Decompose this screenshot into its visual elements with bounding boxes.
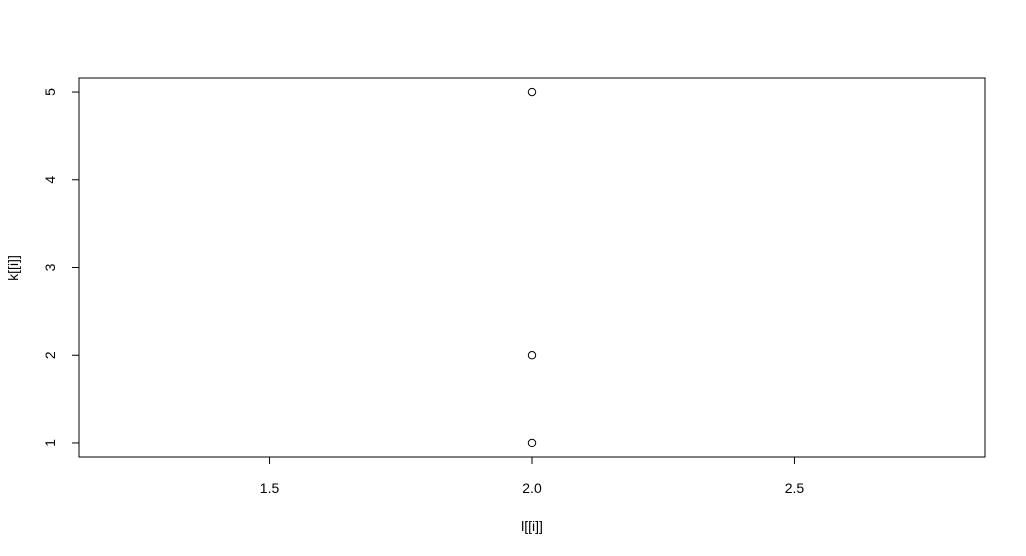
x-tick-label: 1.5 [260, 480, 280, 496]
y-tick-label: 3 [42, 263, 58, 271]
y-tick-label: 4 [42, 176, 58, 184]
x-tick-label: 2.5 [785, 480, 805, 496]
y-tick-label: 1 [42, 439, 58, 447]
data-point [527, 351, 537, 360]
y-tick-label: 5 [42, 88, 58, 96]
y-axis-label: k[[i]] [5, 255, 21, 281]
y-tick-label: 2 [42, 351, 58, 359]
data-points [527, 87, 537, 448]
data-point [527, 87, 537, 97]
data-point [527, 438, 537, 448]
x-axis-label: l[[i]] [521, 518, 543, 534]
plot-frame [78, 77, 986, 458]
x-tick-label: 2.0 [522, 480, 542, 496]
x-axis: 1.5 2.0 2.5 [260, 457, 805, 496]
y-axis: 1 2 3 4 5 [42, 88, 79, 447]
